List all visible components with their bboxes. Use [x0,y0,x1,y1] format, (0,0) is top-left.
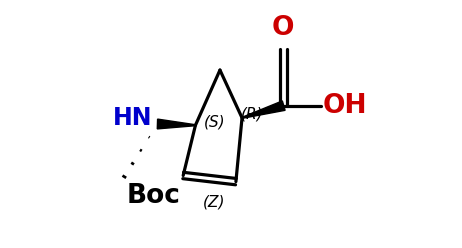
Polygon shape [157,119,195,129]
Text: HN: HN [113,106,152,130]
Text: O: O [271,15,294,41]
Text: OH: OH [323,93,367,119]
Polygon shape [242,101,285,118]
Text: Boc: Boc [127,183,181,209]
Text: (R): (R) [241,107,263,122]
Text: (Z): (Z) [203,194,226,210]
Text: (S): (S) [204,114,225,129]
